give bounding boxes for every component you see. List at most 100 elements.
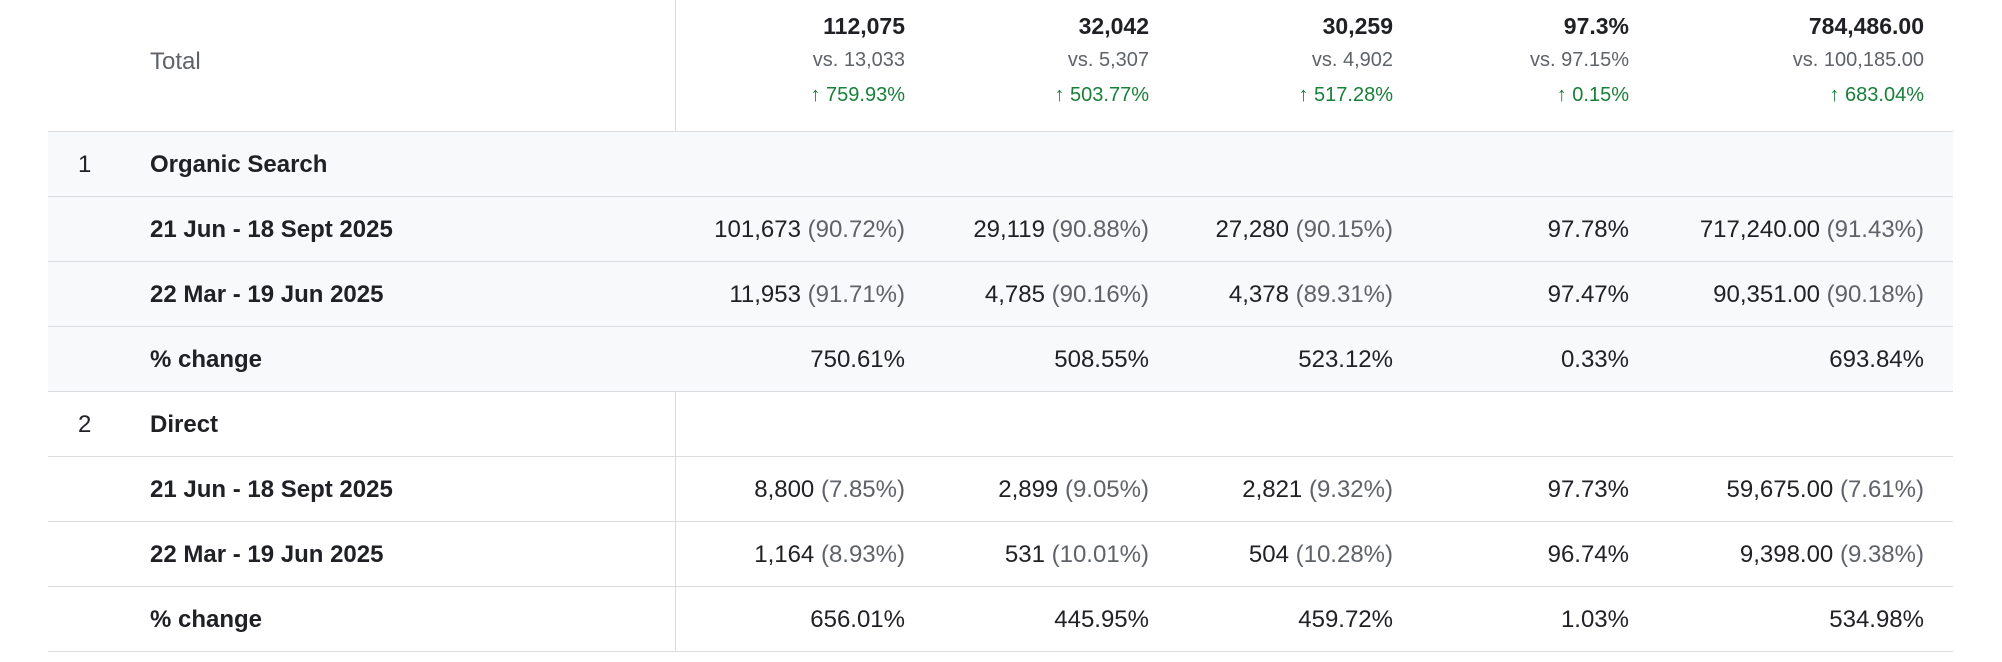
- channel-name: Organic Search: [150, 151, 328, 178]
- cell-share: (7.61%): [1839, 476, 1924, 503]
- table-cell: 97.47%: [1548, 262, 1629, 327]
- table-cell: 750.61%: [810, 327, 905, 392]
- cell-share: (10.01%): [1051, 541, 1149, 568]
- cell-value: 534.98%: [1829, 606, 1924, 633]
- table-cell: 693.84%: [1829, 327, 1924, 392]
- cell-share: (10.28%): [1295, 541, 1393, 568]
- table-cell: 29,119 (90.88%): [973, 197, 1149, 262]
- table-cell: 8,800 (7.85%): [754, 457, 905, 522]
- cell-value: 11,953: [729, 281, 801, 308]
- table-cell: 59,675.00 (7.61%): [1727, 457, 1925, 522]
- total-value: 784,486.00: [1808, 13, 1924, 39]
- group-row[interactable]: 1 Organic Search: [48, 132, 1953, 197]
- cell-share: (90.15%): [1295, 216, 1393, 243]
- cell-value: 508.55%: [1054, 346, 1149, 373]
- cell-value: 8,800: [754, 476, 815, 503]
- change-percent: 759.93%: [826, 84, 905, 106]
- cell-value: 101,673: [714, 216, 801, 243]
- table-cell: 534.98%: [1829, 587, 1924, 652]
- table-cell: 523.12%: [1298, 327, 1393, 392]
- table-cell: 459.72%: [1298, 587, 1393, 652]
- cell-value: 4,785: [984, 281, 1045, 308]
- table-cell: 97.73%: [1548, 457, 1629, 522]
- total-metric: 97.3% vs. 97.15% ↑ 0.15%: [1530, 10, 1629, 112]
- total-value: 97.3%: [1563, 13, 1629, 39]
- total-metric: 30,259 vs. 4,902 ↑ 517.28%: [1298, 10, 1393, 112]
- table-cell: 504 (10.28%): [1249, 522, 1393, 587]
- change-percent: 0.15%: [1572, 84, 1629, 106]
- table-cell: 445.95%: [1054, 587, 1149, 652]
- row-label: % change: [150, 346, 263, 373]
- table-cell: 96.74%: [1548, 522, 1629, 587]
- total-value: 112,075: [823, 13, 905, 39]
- change-value: ↑ 683.04%: [1793, 78, 1924, 112]
- row-label: 22 Mar - 19 Jun 2025: [150, 541, 384, 568]
- cell-value: 531: [1004, 541, 1045, 568]
- change-percent: 503.77%: [1070, 84, 1149, 106]
- change-value: ↑ 759.93%: [810, 78, 905, 112]
- cell-value: 0.33%: [1560, 346, 1629, 373]
- table-cell: 1.03%: [1561, 587, 1629, 652]
- cell-value: 97.73%: [1547, 476, 1629, 503]
- cell-share: (89.31%): [1295, 281, 1393, 308]
- table-row: 22 Mar - 19 Jun 2025 11,953 (91.71%) 4,785…: [48, 262, 1953, 327]
- cell-share: (9.05%): [1064, 476, 1149, 503]
- total-value: 32,042: [1078, 13, 1149, 39]
- row-label: 22 Mar - 19 Jun 2025: [150, 281, 384, 308]
- cell-value: 1.03%: [1560, 606, 1629, 633]
- arrow-up-icon: ↑: [1556, 84, 1567, 106]
- total-metric: 784,486.00 vs. 100,185.00 ↑ 683.04%: [1793, 10, 1924, 112]
- cell-share: (9.32%): [1308, 476, 1393, 503]
- cell-value: 2,821: [1242, 476, 1303, 503]
- table-row: 21 Jun - 18 Sept 2025 8,800 (7.85%) 2,899 …: [48, 457, 1953, 522]
- comparison-value: vs. 100,185.00: [1792, 49, 1924, 71]
- data-table: Total 112,075 vs. 13,033 ↑ 759.93% 32,042…: [48, 0, 1953, 652]
- cell-value: 2,899: [998, 476, 1059, 503]
- row-index: 1: [78, 151, 92, 178]
- group-row[interactable]: 2 Direct: [48, 392, 1953, 457]
- cell-value: 59,675.00: [1726, 476, 1834, 503]
- table-cell: 97.78%: [1548, 197, 1629, 262]
- cell-value: 445.95%: [1054, 606, 1149, 633]
- row-label: 21 Jun - 18 Sept 2025: [150, 476, 393, 503]
- table-cell: 2,821 (9.32%): [1242, 457, 1393, 522]
- table-cell: 11,953 (91.71%): [729, 262, 905, 327]
- cell-share: (90.72%): [807, 216, 905, 243]
- arrow-up-icon: ↑: [1054, 84, 1065, 106]
- total-metric: 32,042 vs. 5,307 ↑ 503.77%: [1054, 10, 1149, 112]
- change-percent: 517.28%: [1314, 84, 1393, 106]
- cell-value: 90,351.00: [1713, 281, 1820, 308]
- row-index: 2: [78, 411, 92, 438]
- cell-value: 4,378: [1228, 281, 1289, 308]
- cell-share: (90.88%): [1051, 216, 1149, 243]
- cell-value: 97.47%: [1547, 281, 1629, 308]
- cell-value: 29,119: [973, 216, 1045, 243]
- change-value: ↑ 517.28%: [1298, 78, 1393, 112]
- table-cell: 0.33%: [1561, 327, 1629, 392]
- table-cell: 656.01%: [810, 587, 905, 652]
- table-cell: 4,785 (90.16%): [985, 262, 1149, 327]
- table-row: 22 Mar - 19 Jun 2025 1,164 (8.93%) 531 (10…: [48, 522, 1953, 587]
- cell-share: (90.18%): [1826, 281, 1924, 308]
- channel-name: Direct: [150, 411, 219, 438]
- cell-value: 96.74%: [1547, 541, 1629, 568]
- table-cell: 90,351.00 (90.18%): [1713, 262, 1924, 327]
- total-label: Total: [150, 48, 201, 75]
- table-cell: 1,164 (8.93%): [754, 522, 905, 587]
- table-cell: 9,398.00 (9.38%): [1740, 522, 1924, 587]
- table-cell: 531 (10.01%): [1005, 522, 1149, 587]
- row-label: 21 Jun - 18 Sept 2025: [150, 216, 393, 243]
- total-value: 30,259: [1322, 13, 1393, 39]
- table-row: 21 Jun - 18 Sept 2025 101,673 (90.72%) 29,…: [48, 197, 1953, 262]
- table-row: % change 656.01% 445.95% 459.72% 1.03% 534.98…: [48, 587, 1953, 652]
- arrow-up-icon: ↑: [1829, 84, 1840, 106]
- comparison-value: vs. 97.15%: [1530, 49, 1629, 71]
- table-cell: 508.55%: [1054, 327, 1149, 392]
- change-value: ↑ 0.15%: [1530, 78, 1629, 112]
- table-cell: 101,673 (90.72%): [714, 197, 905, 262]
- cell-share: (7.85%): [820, 476, 905, 503]
- row-label: % change: [150, 606, 263, 633]
- cell-value: 1,164: [754, 541, 815, 568]
- cell-value: 97.78%: [1547, 216, 1629, 243]
- comparison-value: vs. 13,033: [812, 49, 905, 71]
